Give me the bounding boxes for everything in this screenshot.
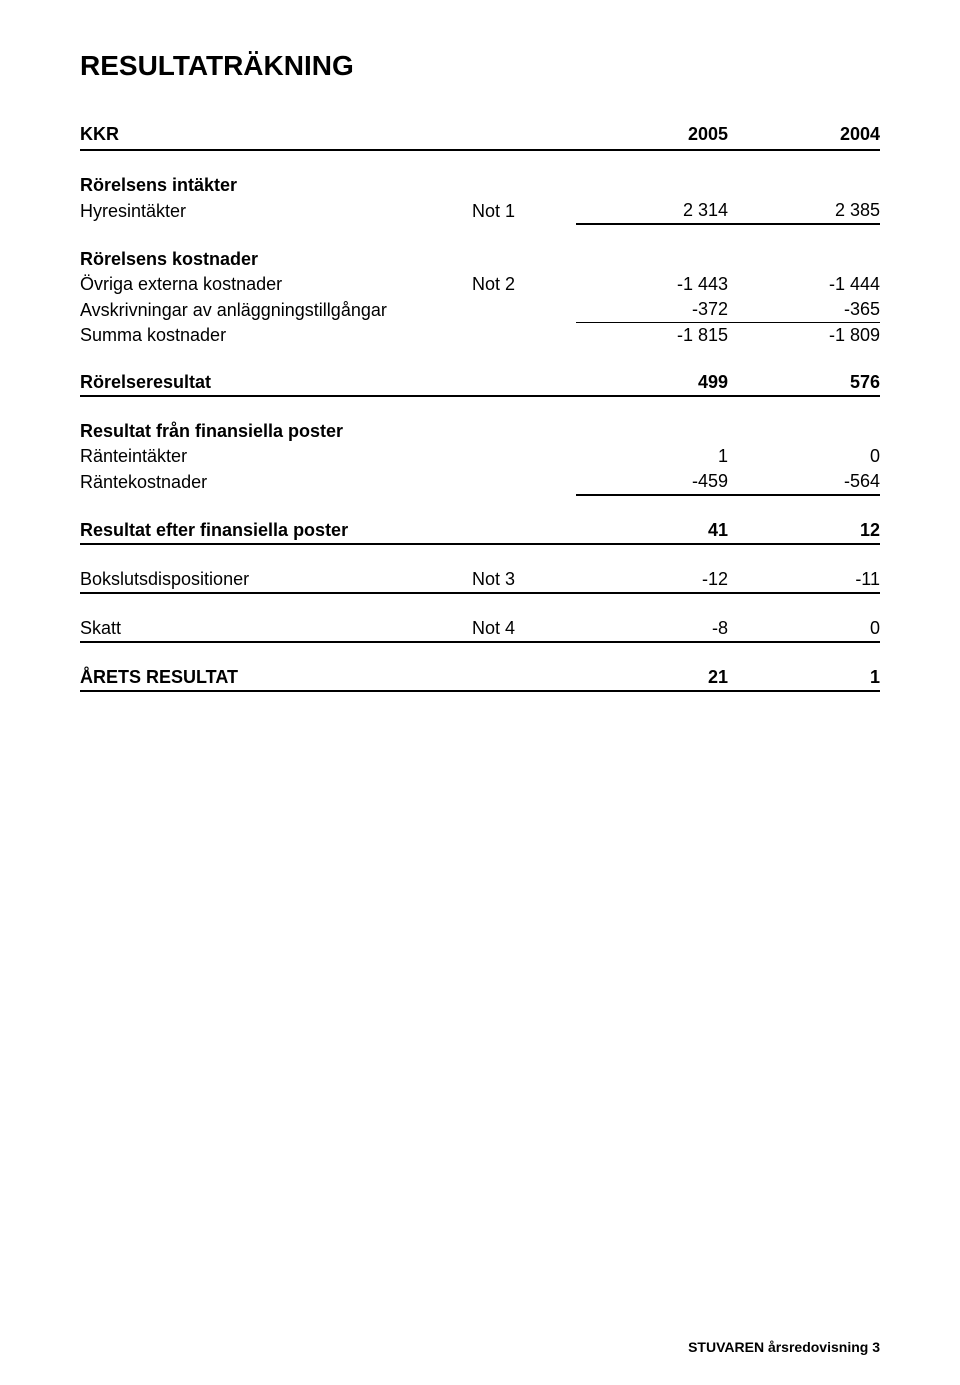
row-avskr-y2: -365 <box>728 297 880 323</box>
row-summa-kost-y2: -1 809 <box>728 323 880 349</box>
header-year2: 2004 <box>728 122 880 150</box>
row-arets-y2: 1 <box>728 665 880 691</box>
row-hyres-label: Hyresintäkter <box>80 198 472 224</box>
row-ovriga-label: Övriga externa kostnader <box>80 272 472 297</box>
section-income-title: Rörelsens intäkter <box>80 173 472 198</box>
row-bokslut-note: Not 3 <box>472 567 576 593</box>
row-skatt-y1: -8 <box>576 616 728 642</box>
header-year1: 2005 <box>576 122 728 150</box>
row-res-efter-fin-y1: 41 <box>576 518 728 544</box>
row-hyres-note: Not 1 <box>472 198 576 224</box>
row-skatt-label: Skatt <box>80 616 472 642</box>
page-title: RESULTATRÄKNING <box>80 50 880 82</box>
row-hyres-y2: 2 385 <box>728 198 880 224</box>
row-ovriga-note: Not 2 <box>472 272 576 297</box>
row-rantekost-y2: -564 <box>728 469 880 495</box>
row-skatt-note: Not 4 <box>472 616 576 642</box>
section-cost-title: Rörelsens kostnader <box>80 247 472 272</box>
row-skatt-y2: 0 <box>728 616 880 642</box>
header-currency: KKR <box>80 122 472 150</box>
row-avskr-y1: -372 <box>576 297 728 323</box>
row-arets-y1: 21 <box>576 665 728 691</box>
row-ovriga-y1: -1 443 <box>576 272 728 297</box>
page-footer: STUVAREN årsredovisning 3 <box>688 1339 880 1355</box>
row-rantekost-y1: -459 <box>576 469 728 495</box>
row-res-efter-fin-label: Resultat efter finansiella poster <box>80 518 472 544</box>
row-rorelseres-y2: 576 <box>728 370 880 396</box>
row-rorelseres-y1: 499 <box>576 370 728 396</box>
row-ovriga-y2: -1 444 <box>728 272 880 297</box>
row-ranteint-label: Ränteintäkter <box>80 444 472 469</box>
section-fin-title: Resultat från finansiella poster <box>80 419 472 444</box>
row-rantekost-label: Räntekostnader <box>80 469 472 495</box>
row-summa-kost-y1: -1 815 <box>576 323 728 349</box>
row-summa-kost-label: Summa kostnader <box>80 323 472 349</box>
row-arets-label: ÅRETS RESULTAT <box>80 665 472 691</box>
income-statement-table: KKR 2005 2004 Rörelsens intäkter Hyresin… <box>80 122 880 692</box>
row-bokslut-y1: -12 <box>576 567 728 593</box>
header-note-blank <box>472 122 576 150</box>
row-avskr-label: Avskrivningar av anläggningstillgångar <box>80 297 472 323</box>
row-bokslut-y2: -11 <box>728 567 880 593</box>
row-rorelseres-label: Rörelseresultat <box>80 370 472 396</box>
row-ranteint-y1: 1 <box>576 444 728 469</box>
row-res-efter-fin-y2: 12 <box>728 518 880 544</box>
row-bokslut-label: Bokslutsdispositioner <box>80 567 472 593</box>
row-ranteint-y2: 0 <box>728 444 880 469</box>
row-hyres-y1: 2 314 <box>576 198 728 224</box>
